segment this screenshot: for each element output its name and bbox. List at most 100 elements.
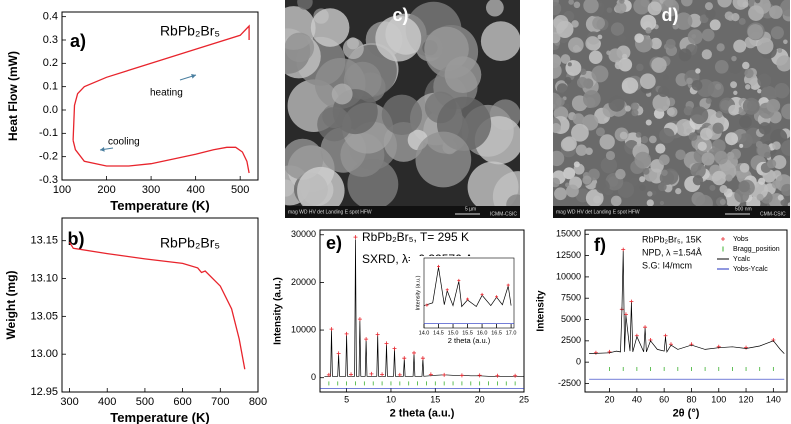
grain <box>726 151 735 160</box>
grain <box>757 73 772 88</box>
grain <box>572 113 585 125</box>
grain <box>605 150 616 161</box>
grain <box>619 131 628 140</box>
grain <box>756 193 764 201</box>
data-point <box>621 247 626 252</box>
grain <box>738 180 750 193</box>
grain <box>480 21 520 62</box>
y-axis-label: Weight (mg) <box>4 270 18 339</box>
plot-frame <box>584 229 788 393</box>
grain <box>285 32 315 63</box>
grain <box>701 49 712 60</box>
grain <box>331 83 353 105</box>
grain <box>647 191 653 197</box>
y-tick-label: 13.05 <box>30 310 58 322</box>
y-tick-label: 0 <box>311 372 316 382</box>
x-tick-label: 60 <box>659 394 669 404</box>
grain <box>675 149 686 160</box>
grain <box>567 62 572 67</box>
grain <box>712 122 724 134</box>
grain <box>444 56 482 94</box>
x-tick-label: 16.5 <box>491 330 502 336</box>
info-text: mag WD HV det Landing E spot HFW <box>556 209 640 215</box>
y-tick-label: 0.3 <box>43 34 58 46</box>
grain <box>758 122 772 135</box>
grain <box>739 115 752 129</box>
grain <box>766 98 781 113</box>
grain <box>726 57 744 74</box>
grain <box>771 180 781 189</box>
grain <box>619 0 625 4</box>
grain <box>715 83 722 90</box>
x-tick-label: 400 <box>186 184 204 196</box>
data-point <box>392 346 397 351</box>
data-point <box>506 283 510 287</box>
grain <box>591 65 609 83</box>
x-tick-label: 20 <box>605 394 615 404</box>
x-axis-label: 2θ (°) <box>673 408 700 420</box>
y-tick-label: 0.1 <box>43 81 58 93</box>
x-tick-label: 140 <box>766 394 781 404</box>
data-point <box>402 356 407 361</box>
info-bar <box>285 206 520 218</box>
x-tick-label: 14.0 <box>419 330 430 336</box>
grain <box>614 61 623 70</box>
grain <box>711 170 727 186</box>
grain <box>678 48 692 62</box>
plot-frame <box>61 11 259 181</box>
grain <box>769 5 783 19</box>
x-axis-label: 2 theta (a.u.) <box>448 336 491 345</box>
grain <box>659 127 675 144</box>
grain <box>635 131 642 138</box>
grain <box>716 43 725 52</box>
grain <box>733 39 747 53</box>
grain <box>777 194 784 201</box>
annotation: S.G: I4/mcm <box>642 260 692 270</box>
y-tick-label: 13.00 <box>30 348 58 360</box>
x-tick-label: 600 <box>173 396 191 408</box>
grain <box>787 202 790 208</box>
panel-label: c) <box>393 5 409 25</box>
grain <box>569 41 576 48</box>
grain <box>639 73 656 90</box>
grain <box>647 1 662 16</box>
grain <box>629 177 639 187</box>
data-point <box>593 350 598 355</box>
grain <box>758 177 766 185</box>
data-point <box>477 373 482 378</box>
grain <box>342 38 364 60</box>
grain <box>650 37 662 50</box>
info-text: mag WD HV det Landing E spot HFW <box>288 209 372 215</box>
y-tick-label: 0.4 <box>43 11 58 23</box>
grain <box>633 0 650 15</box>
y-tick-label: 15000 <box>556 229 581 239</box>
grain <box>600 156 618 174</box>
data-point <box>495 295 499 299</box>
data-point <box>336 351 341 356</box>
grain <box>739 162 750 173</box>
grain <box>701 28 715 42</box>
grain <box>595 127 605 137</box>
data-point <box>375 332 380 337</box>
data-point <box>369 371 374 376</box>
grain <box>553 1 562 16</box>
grain <box>573 161 580 168</box>
data-point <box>420 356 425 361</box>
grain <box>687 29 703 45</box>
grain <box>582 175 592 185</box>
x-tick-label: 20 <box>475 394 485 404</box>
series-line <box>72 140 250 174</box>
grain <box>624 105 631 112</box>
grain <box>691 80 703 91</box>
y-tick-label: -0.1 <box>39 127 58 139</box>
grain <box>648 135 657 144</box>
x-axis-label: Temperature (K) <box>110 198 209 213</box>
x-tick-label: 300 <box>60 396 78 408</box>
grain <box>742 97 760 115</box>
grain <box>610 195 622 207</box>
grain <box>657 85 669 97</box>
grain <box>634 33 644 43</box>
grain <box>750 181 769 200</box>
grain <box>724 11 734 20</box>
